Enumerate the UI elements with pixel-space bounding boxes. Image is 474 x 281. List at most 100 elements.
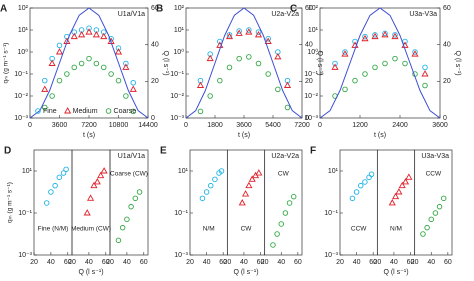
legend-label: Fine — [43, 108, 57, 115]
marker — [86, 25, 92, 32]
y-tick-label: 10¹ — [18, 27, 29, 34]
y-axis-title: qₘ (g m⁻¹ s⁻¹) — [3, 43, 10, 84]
marker — [92, 30, 100, 38]
subplot-frame — [33, 149, 73, 256]
marker — [70, 32, 78, 40]
marker — [405, 173, 413, 180]
x-tick-label: 40 — [47, 259, 55, 266]
marker — [275, 86, 281, 93]
marker — [56, 174, 63, 181]
marker — [206, 54, 214, 62]
marker — [197, 108, 204, 115]
marker — [357, 182, 364, 189]
y-tick-label: 10⁰ — [173, 48, 184, 56]
marker — [391, 32, 399, 40]
y2-tick-label: 60 — [443, 5, 451, 12]
x-tick-label: 60 — [219, 259, 227, 266]
subplot-label: N/M — [203, 226, 215, 233]
y2-axis-title: Q (l s⁻¹) — [454, 50, 461, 75]
y-tick-label: 10⁻² — [170, 93, 184, 100]
x-tick-label: 1200 — [352, 122, 368, 129]
y2-tick-label: 20 — [151, 78, 159, 85]
x-tick-label: 60 — [140, 259, 148, 266]
marker — [212, 176, 218, 183]
x-tick-label: 20 — [373, 259, 381, 266]
subplot-frame — [109, 149, 149, 256]
x-tick-label: 40 — [203, 259, 211, 266]
x-tick-label: 20 — [106, 259, 114, 266]
marker — [286, 200, 293, 206]
legend-label: Medium — [73, 108, 98, 115]
marker — [43, 200, 50, 206]
subplot-label: CCW — [426, 171, 442, 178]
marker — [93, 60, 100, 67]
marker — [119, 224, 126, 231]
x-tick-label: 20 — [261, 259, 269, 266]
x-tick-label: 40 — [427, 259, 435, 266]
marker — [248, 175, 256, 182]
marker — [132, 195, 139, 202]
marker — [130, 108, 136, 115]
x-tick-label: 60 — [257, 259, 265, 266]
x-tick-label: 20 — [411, 259, 419, 266]
x-tick-label: 1800 — [207, 122, 223, 129]
y-tick-label: 10⁻³ — [174, 252, 188, 259]
y-tick-label: 10⁻² — [14, 93, 28, 100]
marker — [63, 166, 69, 173]
marker — [90, 181, 98, 189]
x-tick-label: 60 — [369, 259, 377, 266]
marker — [87, 194, 95, 201]
x-tick-label: 0 — [184, 122, 188, 129]
y-tick-label: 10⁻³ — [14, 115, 28, 122]
y-tick-label: 10¹ — [308, 27, 319, 34]
legend-label: Coarse — [114, 108, 137, 115]
subplot-frame — [376, 149, 416, 256]
marker — [129, 85, 137, 92]
marker — [420, 231, 426, 237]
marker — [52, 182, 58, 189]
marker — [130, 80, 136, 86]
subplot-frame — [339, 149, 378, 256]
marker — [332, 60, 338, 67]
marker — [242, 190, 250, 197]
marker — [42, 104, 48, 111]
marker — [381, 30, 389, 38]
marker — [42, 77, 48, 84]
marker — [35, 108, 41, 114]
marker — [341, 50, 349, 57]
marker — [372, 64, 378, 71]
x-tick-label: 20 — [336, 259, 344, 266]
marker — [207, 93, 213, 99]
marker — [64, 107, 72, 114]
x-tick-label: 20 — [68, 259, 76, 266]
marker — [105, 108, 112, 114]
y2-tick-label: 40 — [443, 42, 451, 49]
marker — [440, 195, 447, 202]
x-axis-title: t (s) — [83, 132, 95, 139]
x-tick-label: 0 — [28, 122, 32, 129]
subplot-frame — [189, 149, 228, 256]
x-tick-label: 3600 — [52, 122, 68, 129]
x-tick-label: 3600 — [432, 122, 448, 129]
x-tick-label: 40 — [240, 259, 248, 266]
panel-title: U2a-V2a — [271, 153, 299, 160]
y2-tick-label: 0 — [305, 115, 309, 122]
marker — [278, 221, 285, 227]
marker — [282, 210, 289, 216]
x-tick-label: 5400 — [265, 122, 281, 129]
marker — [100, 64, 107, 71]
panel-letter: F — [310, 146, 316, 157]
x-tick-label: 60 — [294, 259, 302, 266]
marker — [235, 29, 243, 36]
marker — [108, 71, 114, 77]
subplot-label: N/M — [390, 226, 402, 233]
marker — [78, 30, 86, 38]
panel-title: U2a-V2a — [271, 11, 299, 18]
x-tick-label: 20 — [30, 259, 38, 266]
x-axis-title: t (s) — [238, 132, 250, 139]
marker — [97, 171, 105, 179]
marker — [136, 189, 143, 195]
x-tick-label: 10800 — [109, 122, 129, 129]
y-tick-label: 10¹ — [174, 27, 185, 34]
marker — [207, 182, 214, 189]
